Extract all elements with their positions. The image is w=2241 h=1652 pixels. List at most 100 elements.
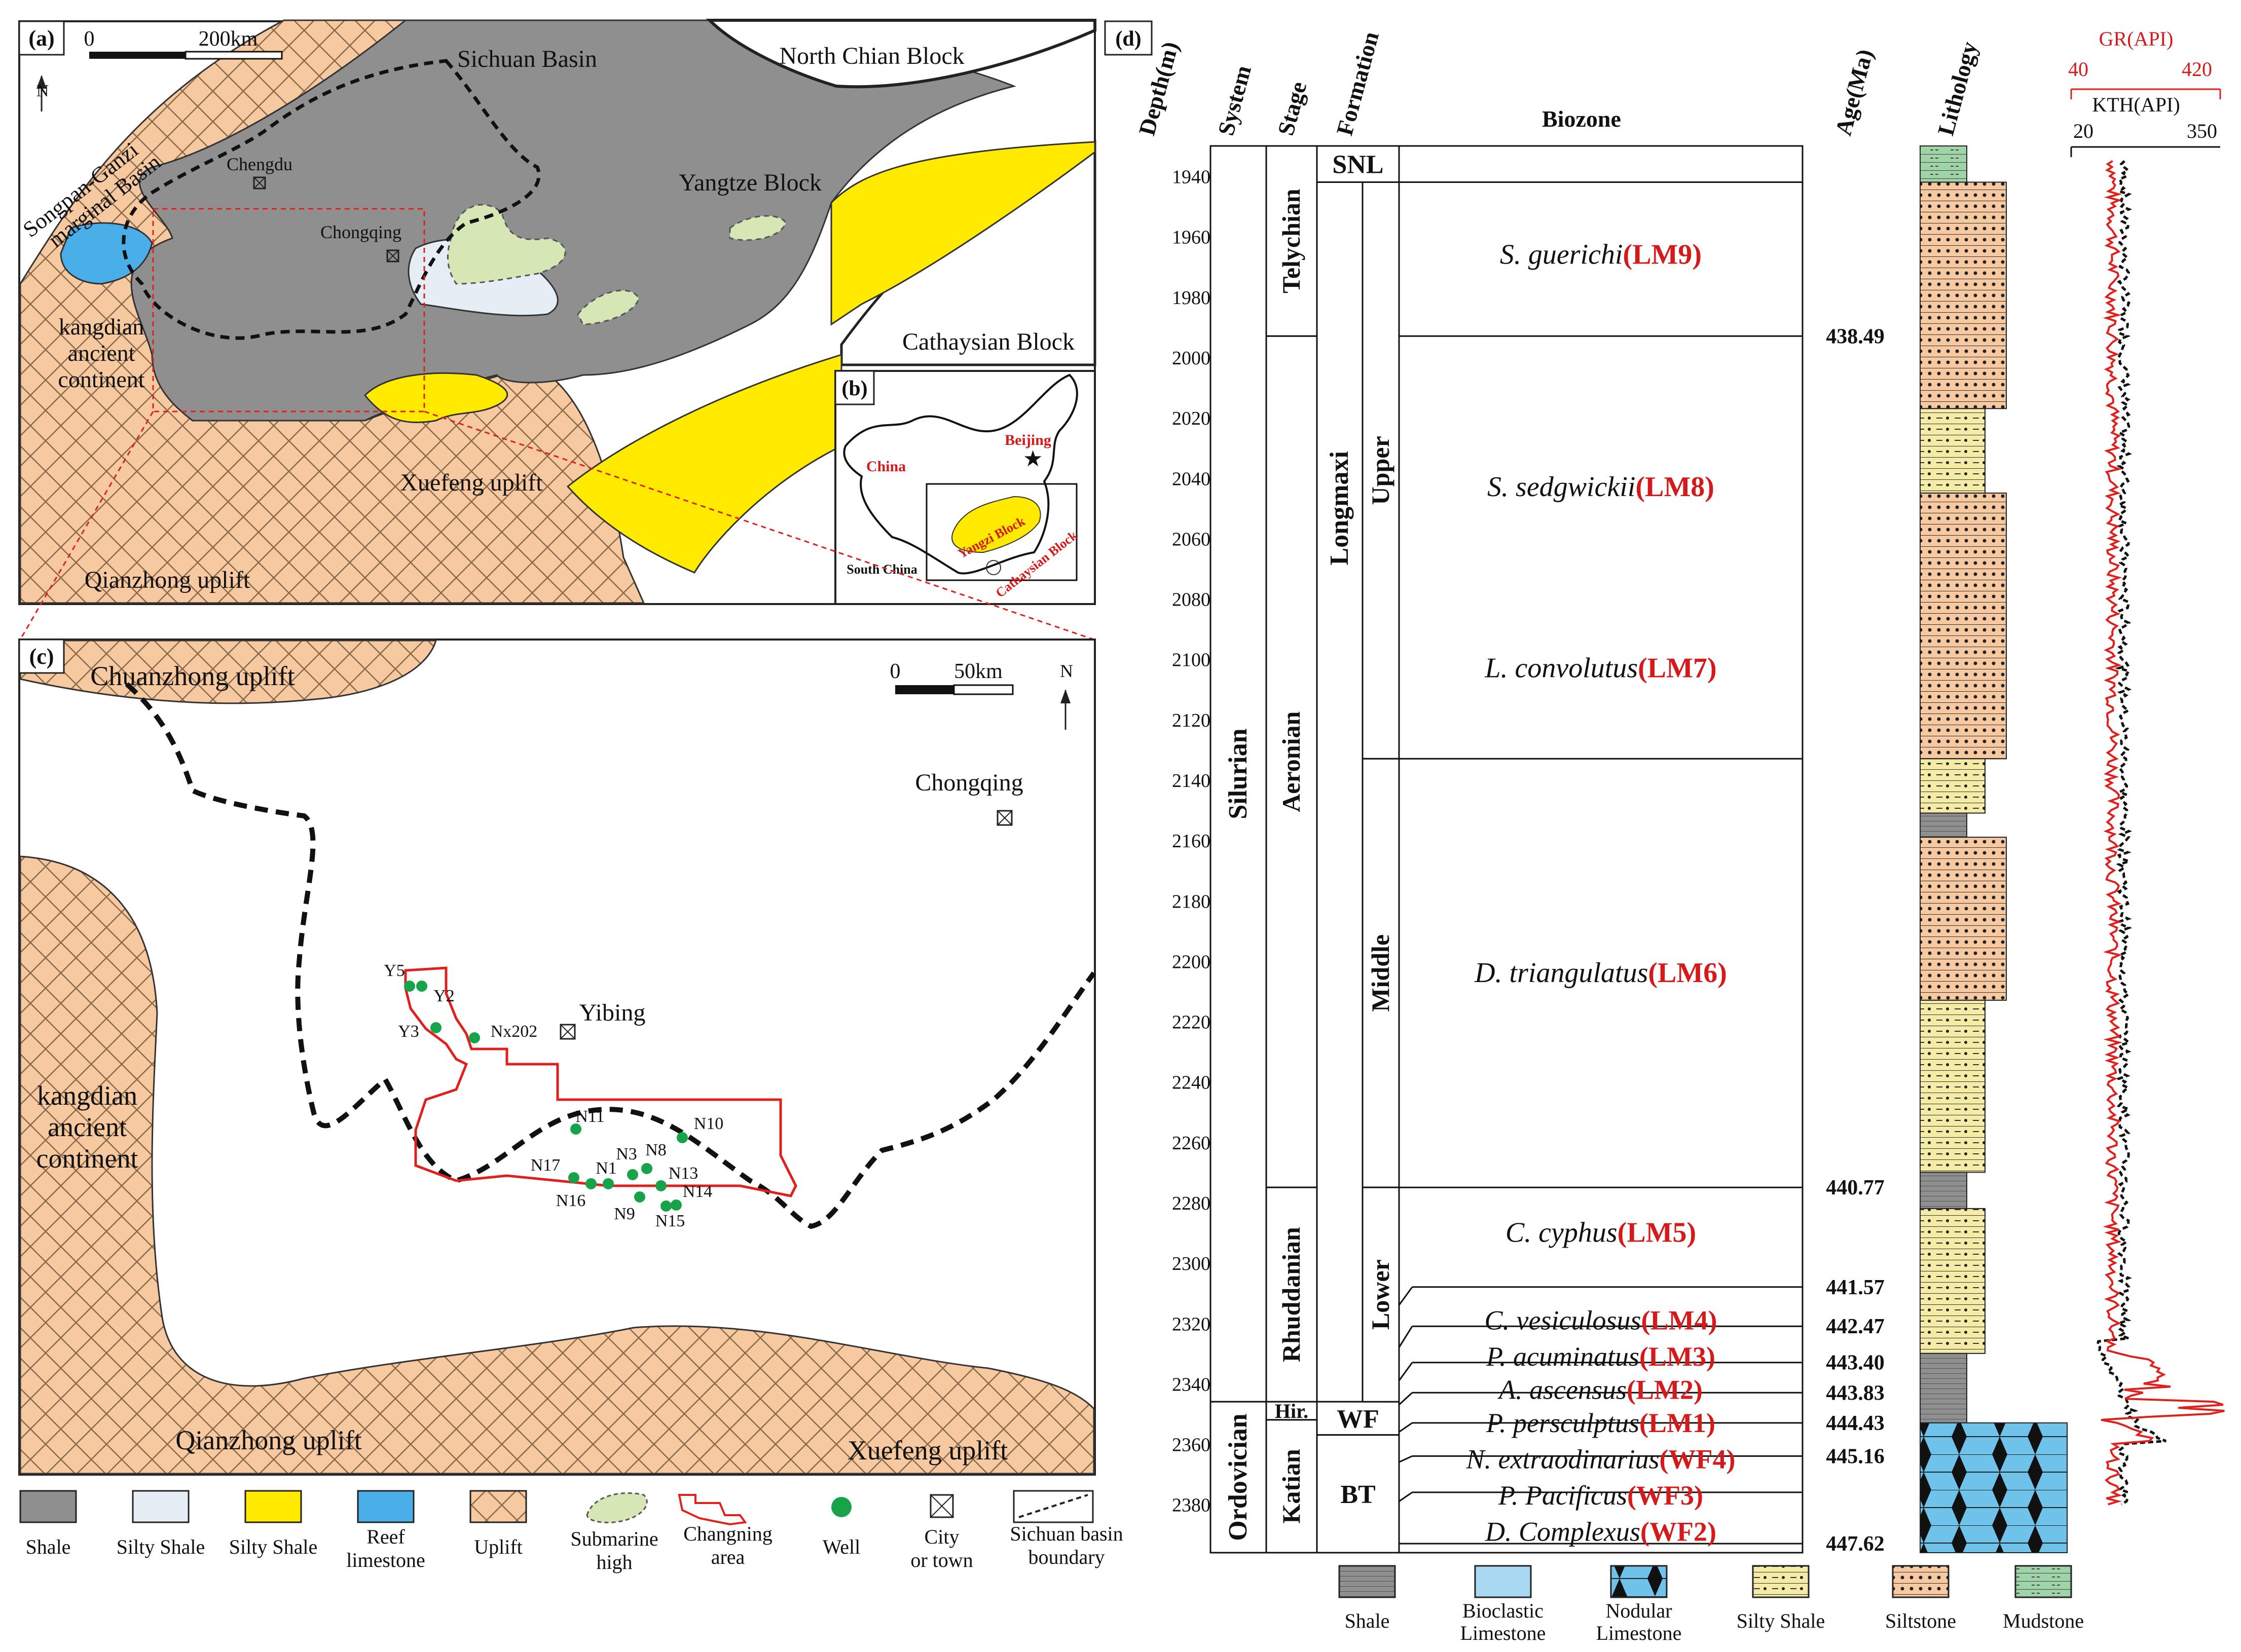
member-cell — [1362, 181, 1400, 760]
depth-tick-label: 2380 — [1172, 1495, 1210, 1516]
scale-a-max: 200km — [199, 27, 258, 51]
biozone-boundary — [1398, 1326, 1413, 1348]
biozone-code: (LM9) — [1623, 239, 1702, 270]
member-label: Middle — [1366, 934, 1394, 1012]
biozone-species: C. cyphus — [1505, 1217, 1618, 1249]
col-legend-swatch-nodular — [1610, 1565, 1668, 1598]
col-legend-label-shale: Shale — [1345, 1609, 1390, 1632]
legend-label-reef-2: limestone — [346, 1549, 425, 1571]
member-cell — [1362, 1186, 1400, 1403]
legend-label-silty-shale-light: Silty Shale — [117, 1535, 205, 1558]
depth-tick-label: 2320 — [1172, 1313, 1210, 1335]
well-N14 — [671, 1199, 682, 1211]
header-kth-min: 20 — [2073, 120, 2093, 142]
kth-curve — [2096, 160, 2166, 1506]
chuanzhong-uplift — [19, 640, 437, 704]
biozone-label: P. acuminatus(LM3) — [1486, 1341, 1715, 1372]
col-legend-swatch-mudstone — [2014, 1565, 2072, 1598]
biozone-label: P. persculptus(LM1) — [1486, 1408, 1715, 1438]
biozone-species: S. sedgwickii — [1487, 471, 1635, 503]
lithology-bed — [1920, 758, 1986, 814]
city-chongqing-c — [997, 810, 1013, 826]
biozone-code: (WF2) — [1640, 1516, 1716, 1547]
well-label: N10 — [694, 1114, 724, 1133]
submarine-high-2 — [577, 289, 640, 325]
stage-cell — [1265, 1419, 1318, 1554]
age-label: 444.43 — [1826, 1412, 1885, 1435]
lithology-bed — [1920, 408, 1986, 494]
well-Nx202 — [469, 1032, 480, 1043]
zoom-connector-left — [19, 411, 154, 640]
depth-tick-label: 2260 — [1172, 1133, 1210, 1154]
legend-label-shale: Shale — [26, 1535, 71, 1558]
label-kangdian-a-3: continent — [58, 366, 144, 392]
biozone-label: D. triangulatus(LM6) — [1474, 957, 1727, 989]
formation-cell — [1316, 181, 1364, 1403]
submarine-high-1 — [447, 204, 566, 285]
wells — [404, 981, 688, 1212]
panel-a: (a) 0 200km N Sichuan Basin North Chian … — [18, 19, 1096, 605]
formation-label: SNL — [1332, 151, 1383, 179]
age-label: 438.49 — [1826, 325, 1885, 348]
map-legend: Shale Silty Shale Silty Shale Reef limes… — [19, 1490, 1123, 1573]
label-sichuan-basin: Sichuan Basin — [457, 46, 597, 72]
north-a: N — [36, 82, 49, 100]
biozone-code: (LM3) — [1639, 1341, 1715, 1372]
legend-swatch-submarine — [586, 1492, 648, 1523]
well-N15 — [660, 1200, 672, 1212]
beijing-star-icon: ★ — [1023, 446, 1043, 471]
label-chuanzhong: Chuanzhong uplift — [90, 661, 295, 691]
label-kangdian-c-2: ancient — [48, 1112, 127, 1142]
biozone-boundary — [1398, 1392, 1413, 1406]
depth-tick-label: 2060 — [1172, 529, 1210, 550]
biozone-label: S. sedgwickii(LM8) — [1487, 471, 1714, 503]
system-label: Ordovician — [1224, 1413, 1253, 1541]
panel-c: (c) 0 50km N Chuanzhong uplift Chongqing… — [18, 639, 1096, 1476]
stage-label: Hir. — [1275, 1400, 1308, 1422]
biozone-code: (LM1) — [1639, 1408, 1715, 1438]
legend-label-boundary-1: Sichuan basin — [1010, 1522, 1123, 1545]
city-chengdu — [253, 176, 266, 190]
stage-label: Aeronian — [1277, 711, 1305, 812]
depth-tick-label: 2360 — [1172, 1435, 1210, 1456]
scale-a-zero: 0 — [84, 27, 95, 51]
col-legend-swatch-bioclastic — [1474, 1565, 1532, 1598]
label-china: China — [866, 458, 906, 475]
legend-swatch-uplift — [469, 1490, 527, 1523]
panel-a-label: (a) — [28, 26, 54, 51]
header-gr-max: 420 — [2182, 58, 2212, 81]
depth-tick-label: 2160 — [1172, 831, 1210, 852]
well-N9 — [634, 1191, 645, 1203]
well-Y3 — [430, 1022, 442, 1033]
lithology-bed — [1920, 181, 2007, 409]
col-legend-label-bioclastic-2: Limestone — [1460, 1622, 1546, 1644]
depth-tick-label: 2000 — [1172, 348, 1210, 369]
scale-bar-c — [895, 684, 1014, 695]
header-kth-max: 350 — [2187, 120, 2217, 142]
label-kangdian-a-1: kangdian — [59, 314, 144, 340]
stage-label: Rhuddanian — [1277, 1227, 1305, 1362]
label-xuefeng-c: Xuefeng uplift — [848, 1435, 1008, 1466]
gr-curve — [2101, 160, 2225, 1506]
panel-c-frame — [18, 639, 1096, 1476]
header-gr-min: 40 — [2068, 58, 2088, 81]
label-north-block: North Chian Block — [779, 43, 964, 69]
panel-d: (d) Depth(m) System Stage Formation Bioz… — [1104, 20, 2225, 1644]
panel-b-label: (b) — [841, 377, 867, 400]
well-label: N14 — [683, 1182, 713, 1201]
well-label: N16 — [556, 1191, 586, 1210]
biozone-code: (LM6) — [1648, 957, 1727, 989]
depth-tick-label: 2340 — [1172, 1374, 1210, 1395]
shale-region — [130, 19, 1016, 422]
legend-swatch-reef — [357, 1490, 415, 1523]
well-N10 — [677, 1132, 688, 1143]
well-label: N1 — [596, 1159, 617, 1178]
legend-label-changning-1: Changning — [683, 1522, 773, 1545]
formation-label: BT — [1340, 1480, 1375, 1509]
label-chongqing-c: Chongqing — [915, 769, 1023, 796]
age-label: 445.16 — [1826, 1445, 1885, 1468]
col-legend-label-mudstone: Mudstone — [2003, 1609, 2084, 1632]
well-label: N17 — [531, 1156, 561, 1175]
lithology-bed — [1920, 1208, 1986, 1354]
depth-tick-label: 2020 — [1172, 408, 1210, 429]
